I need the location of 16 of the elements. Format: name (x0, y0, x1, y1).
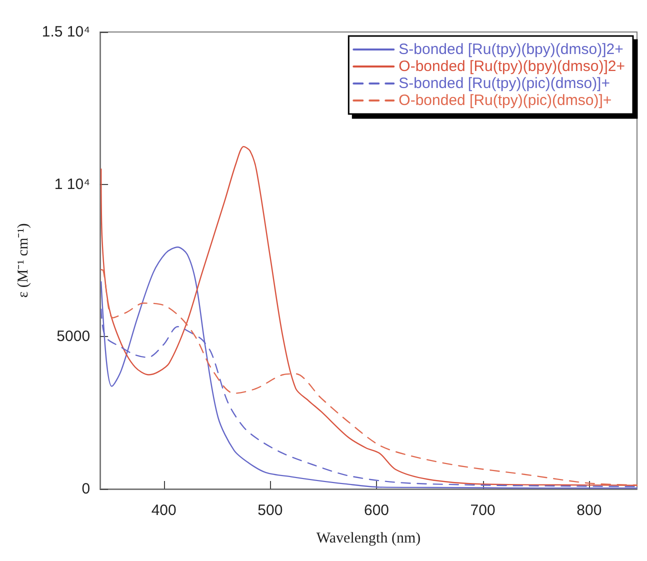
legend-label: S-bonded [Ru(tpy)(bpy)(dmso)]2+ (398, 41, 624, 58)
legend-label: O-bonded [Ru(tpy)(bpy)(dmso)]2+ (398, 58, 626, 75)
y-tick-label: 5000 (56, 328, 90, 346)
x-tick-label: 700 (470, 502, 496, 519)
y-tick-label: 0 (82, 480, 90, 498)
legend-label: S-bonded [Ru(tpy)(pic)(dmso)]+ (398, 75, 610, 92)
y-axis-title: ε (M⁻¹ cm⁻¹) (16, 223, 32, 298)
line-series (100, 146, 638, 486)
x-tick-label: 600 (364, 502, 390, 519)
x-tick-label: 400 (151, 502, 176, 519)
y-tick-label: 1 10⁴ (54, 176, 90, 193)
x-axis-title: Wavelength (nm) (316, 530, 421, 546)
x-tick-label: 800 (576, 502, 602, 519)
x-tick-label: 500 (258, 502, 283, 519)
legend-label: O-bonded [Ru(tpy)(pic)(dmso)]+ (398, 92, 612, 109)
y-tick-label: 1.5 10⁴ (42, 24, 90, 40)
